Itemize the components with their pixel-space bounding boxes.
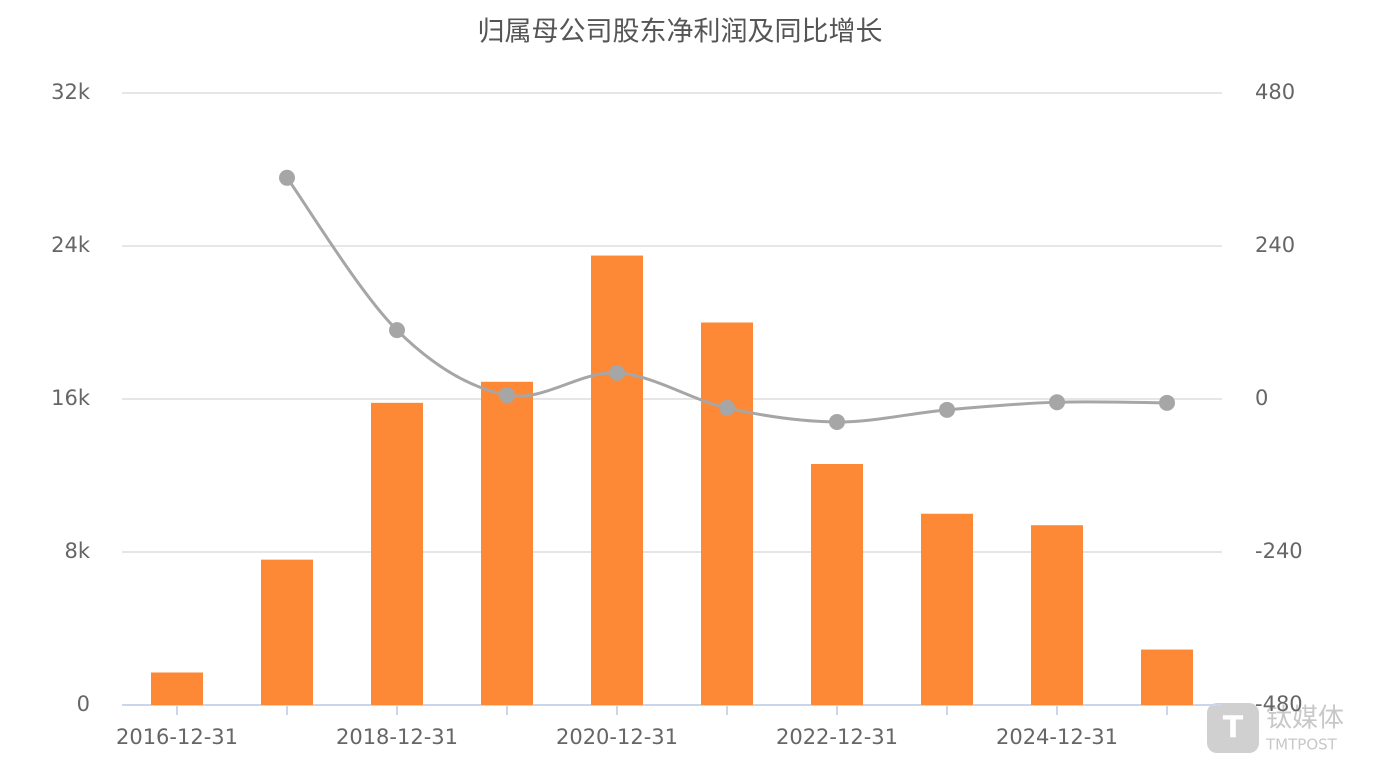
bar [1141, 649, 1193, 705]
bar [371, 402, 423, 705]
bar [811, 464, 863, 705]
line-marker [1049, 394, 1065, 411]
y-tick-label: 32k [51, 80, 91, 104]
y-tick-label: 24k [51, 233, 91, 257]
y-tick-label: 8k [64, 539, 90, 563]
bar [701, 322, 753, 705]
watermark-logo [1207, 703, 1259, 753]
bar [591, 255, 643, 705]
bar [481, 381, 533, 705]
line [285, 176, 1168, 424]
bar [261, 559, 313, 705]
y2-tick-label: 240 [1255, 233, 1295, 257]
bar [151, 672, 203, 705]
line-marker [719, 399, 735, 416]
y2-tick-label: 480 [1255, 80, 1295, 104]
x-tick-label: 2022-12-31 [776, 725, 898, 749]
line-marker [939, 401, 955, 418]
line-marker [389, 322, 405, 339]
x-tick-label: 2024-12-31 [996, 725, 1118, 749]
watermark-logo-letter: T [1223, 711, 1244, 746]
y-tick-label: 0 [77, 692, 90, 716]
watermark-sub: TMTPOST [1265, 736, 1338, 754]
x-tick-label: 2016-12-31 [116, 725, 238, 749]
x-tick-label: 2020-12-31 [556, 725, 678, 749]
chart-title: 归属母公司股东净利润及同比增长 [478, 17, 883, 48]
bar [921, 513, 973, 705]
line-marker [609, 364, 625, 381]
y-tick-label: 16k [51, 386, 91, 410]
bar [1031, 525, 1083, 705]
y2-tick-label: 0 [1255, 386, 1268, 410]
line-marker [279, 169, 295, 186]
x-tick-label: 2018-12-31 [336, 725, 458, 749]
line-marker [499, 387, 515, 404]
line-marker [1159, 394, 1175, 411]
watermark: 钛媒体 [1266, 704, 1344, 734]
y2-tick-label: -480 [1255, 692, 1303, 716]
y2-tick-label: -240 [1255, 539, 1303, 563]
line-marker [829, 413, 845, 430]
